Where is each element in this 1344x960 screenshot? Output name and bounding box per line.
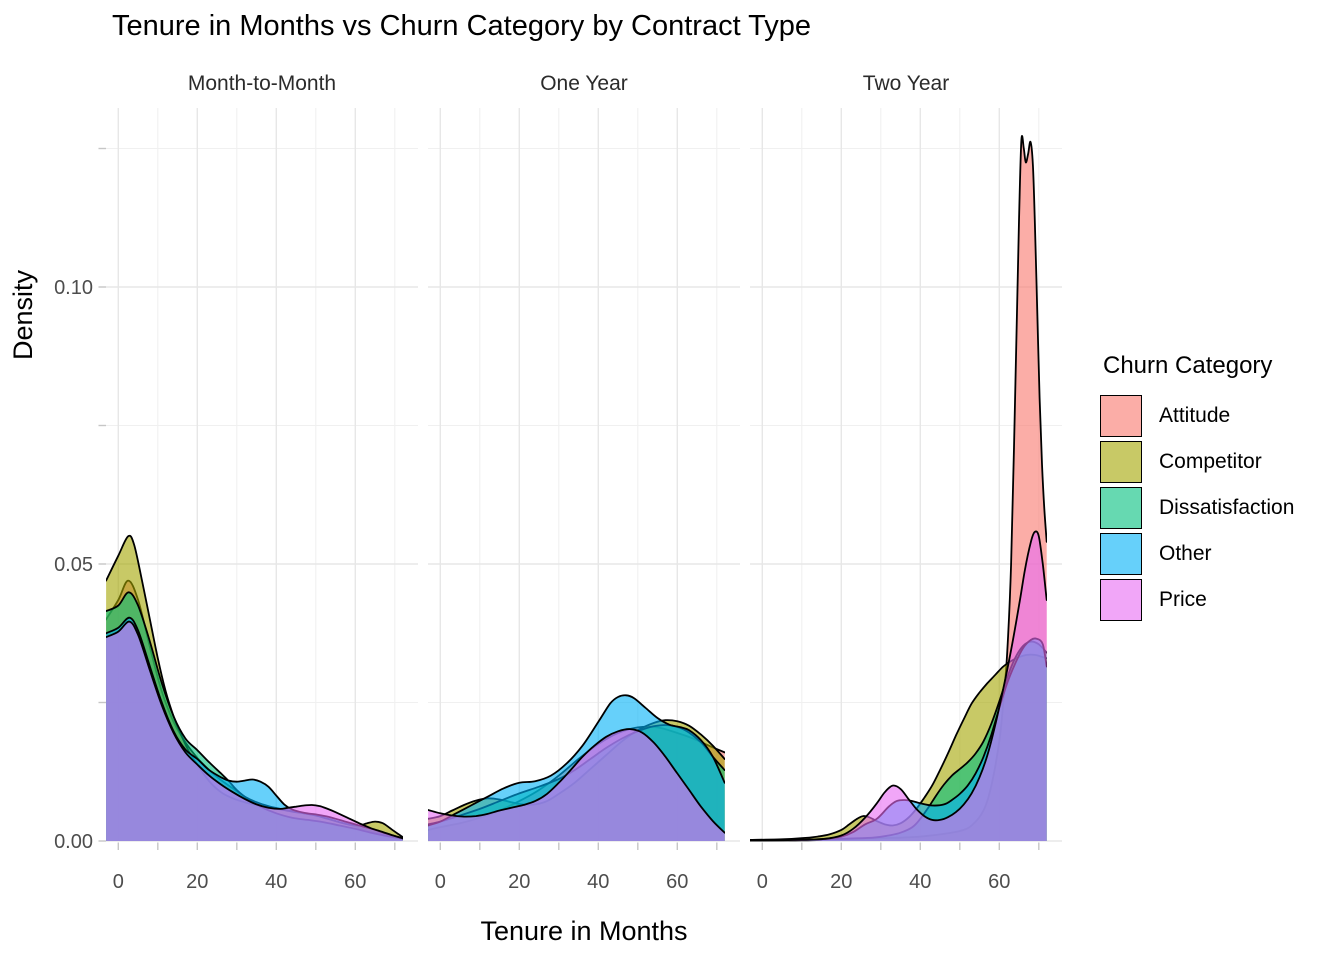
x-tick-label: 0 (113, 871, 124, 893)
density-curve-one-year-price (428, 728, 725, 834)
density-area-one-year-price (428, 729, 725, 841)
panel-grid-month-to-month (106, 108, 418, 842)
density-curve-two-year-price (750, 530, 1047, 842)
legend-item-other: Other (1100, 532, 1294, 575)
legend-swatch-attitude (1100, 394, 1142, 437)
y-axis-title: Density (8, 269, 38, 360)
x-axis-two-year: 0 20 40 60 (757, 842, 1040, 893)
facet-strip-two-year: Two Year (862, 72, 950, 95)
density-curve-one-year-other (428, 694, 725, 827)
y-tick-label: 0.00 (54, 831, 93, 853)
legend-swatch-dissatisfaction (1100, 486, 1142, 529)
x-axis-one-year: 0 20 40 60 (435, 842, 718, 893)
y-axis: 0.00 0.05 0.10 (54, 147, 106, 853)
legend-label: Dissatisfaction (1159, 495, 1295, 519)
facet-strip-one-year: One Year (540, 72, 628, 95)
plot-title: Tenure in Months vs Churn Category by Co… (112, 10, 812, 42)
y-tick-label: 0.10 (54, 277, 93, 299)
legend-item-dissatisfaction: Dissatisfaction (1100, 486, 1294, 529)
x-tick-label: 20 (508, 871, 530, 893)
legend-label: Other (1159, 541, 1212, 565)
legend-swatch-other (1100, 532, 1142, 575)
x-tick-label: 60 (344, 871, 366, 893)
x-tick-label: 0 (757, 871, 768, 893)
legend-label: Attitude (1159, 403, 1231, 427)
density-curve-month-to-month-price (106, 620, 403, 840)
x-tick-label: 40 (909, 871, 931, 893)
legend-item-competitor: Competitor (1100, 440, 1294, 483)
x-tick-label: 60 (988, 871, 1010, 893)
legend: Churn Category Attitude Competitor Dissati… (1100, 352, 1294, 624)
density-layers-month-to-month (106, 534, 403, 841)
legend-items: Attitude Competitor Dissatisfaction Other Pr… (1100, 394, 1294, 621)
legend-title: Churn Category (1103, 352, 1273, 379)
density-area-month-to-month-price (106, 621, 403, 841)
density-area-two-year-price (750, 531, 1047, 841)
legend-item-attitude: Attitude (1100, 394, 1294, 437)
x-tick-label: 0 (435, 871, 446, 893)
legend-label: Competitor (1159, 449, 1262, 473)
y-tick-label: 0.05 (54, 554, 93, 576)
x-tick-label: 40 (587, 871, 609, 893)
legend-swatch-price (1100, 578, 1142, 621)
x-tick-label: 40 (265, 871, 287, 893)
legend-swatch-competitor (1100, 440, 1142, 483)
panel-grid-one-year (428, 108, 740, 842)
x-axis-month-to-month: 0 20 40 60 (113, 842, 396, 893)
x-tick-label: 60 (666, 871, 688, 893)
density-layers-two-year (750, 135, 1047, 842)
facet-strip-month-to-month: Month-to-Month (187, 72, 337, 95)
x-tick-label: 20 (186, 871, 208, 893)
density-layers-one-year (428, 694, 725, 841)
x-tick-label: 20 (830, 871, 852, 893)
legend-label: Price (1159, 587, 1207, 611)
legend-item-price: Price (1100, 578, 1294, 621)
x-axis-title: Tenure in Months (480, 916, 688, 946)
